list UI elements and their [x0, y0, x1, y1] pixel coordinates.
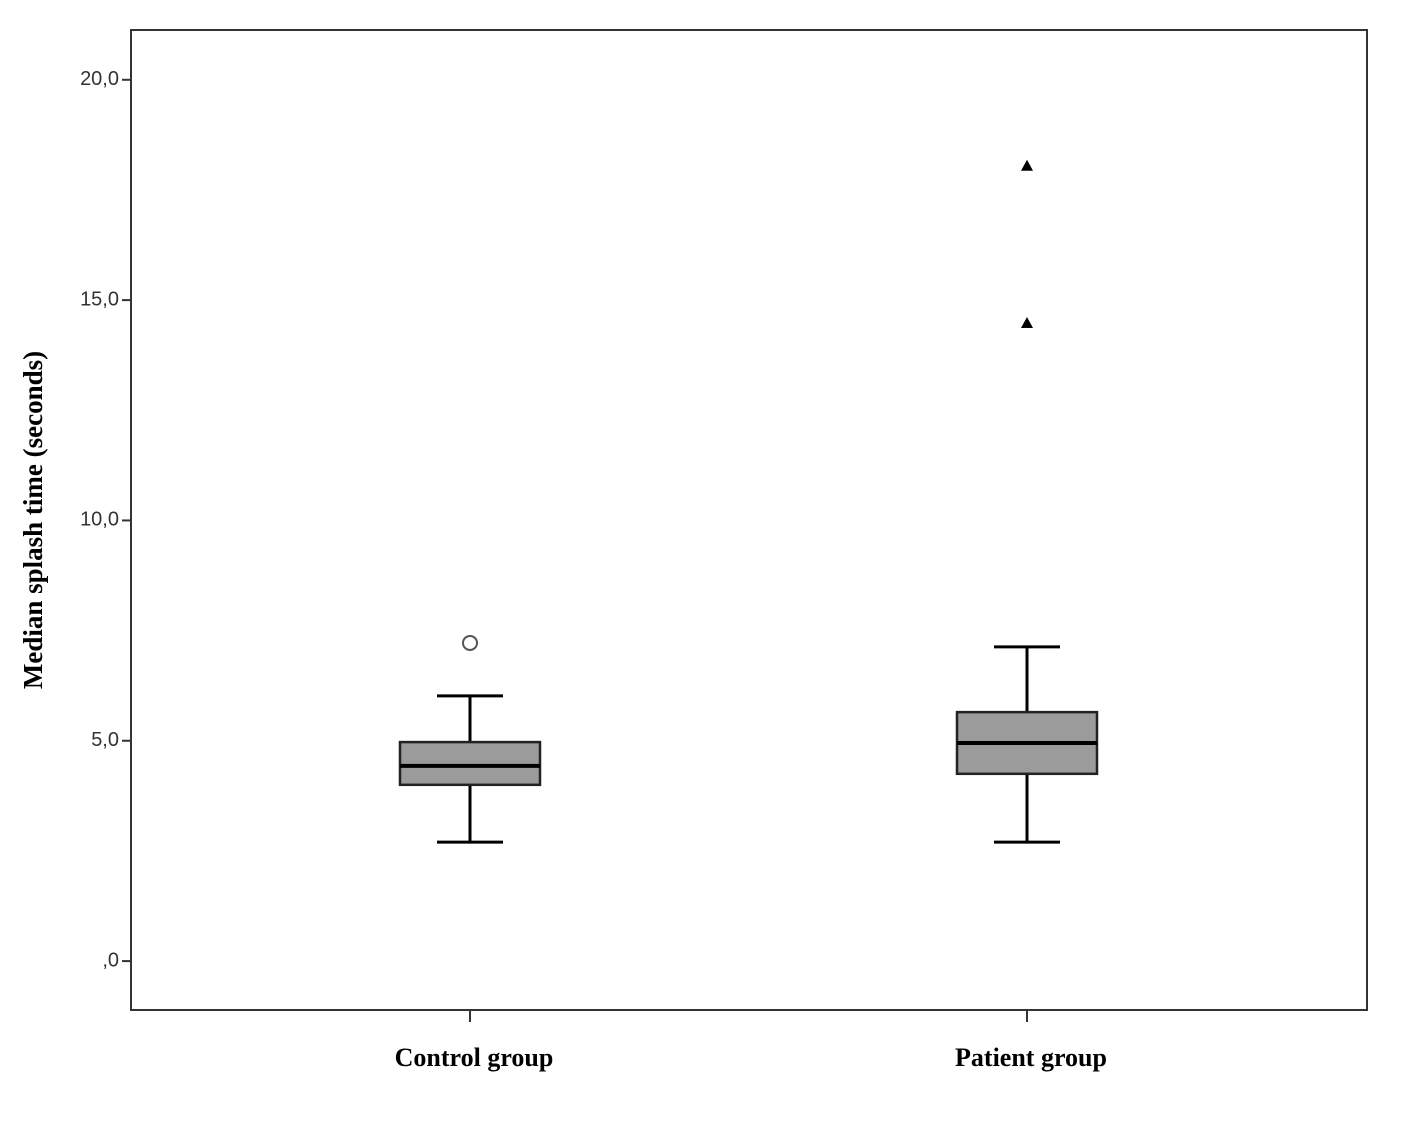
y-tick-label: 10,0: [80, 509, 119, 531]
y-tick-label: 5,0: [91, 729, 119, 751]
y-axis-label: Median splash time (seconds): [18, 351, 48, 689]
extreme: [1021, 317, 1033, 329]
y-tick-label: ,0: [102, 949, 119, 971]
x-tick-label: Patient group: [955, 1043, 1107, 1072]
extreme: [1021, 159, 1033, 171]
box: [398, 740, 542, 787]
outlier: [462, 634, 478, 651]
y-tick-label: 15,0: [80, 288, 119, 310]
y-tick-label: 20,0: [80, 68, 119, 90]
x-tick-label: Control group: [395, 1043, 554, 1072]
plot-frame: [130, 29, 1368, 1011]
